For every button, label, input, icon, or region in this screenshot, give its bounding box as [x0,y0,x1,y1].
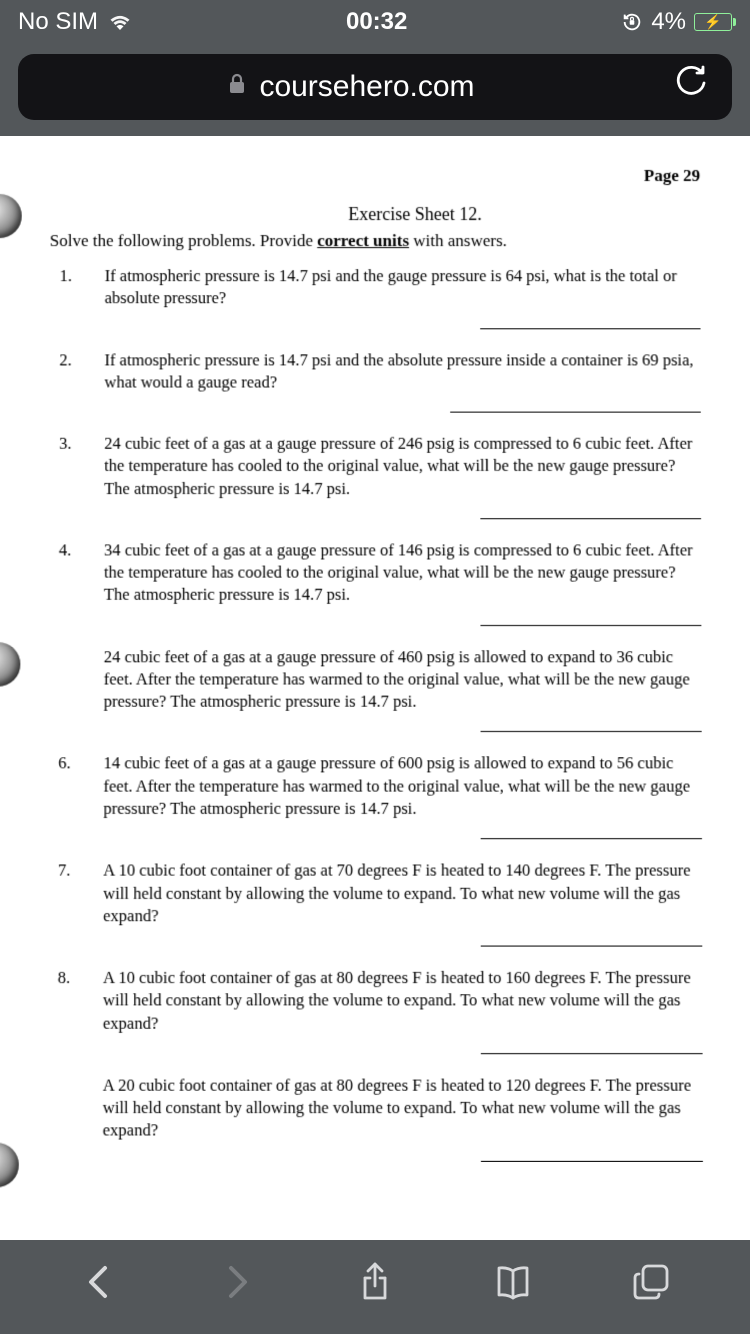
url-display[interactable]: coursehero.com [42,70,660,104]
bookmarks-button[interactable] [483,1263,543,1311]
binder-hole [0,642,20,686]
problem-text: 24 cubic feet of a gas at a gauge pressu… [104,646,712,741]
problem-text: 34 cubic feet of a gas at a gauge pressu… [104,539,712,634]
answer-blank [481,1161,703,1162]
problem-text: A 10 cubic foot container of gas at 80 d… [103,967,713,1062]
share-button[interactable] [345,1260,405,1314]
problem-item: 6. 14 cubic feet of a gas at a gauge pre… [58,753,712,848]
status-right: 4% ⚡ [621,8,732,36]
problem-number: 3. [59,433,104,527]
answer-blank [481,1053,703,1054]
problem-item: A 20 cubic foot container of gas at 80 d… [57,1074,713,1169]
problem-item: 3. 24 cubic feet of a gas at a gauge pre… [59,433,711,527]
problem-number [58,646,103,741]
problem-item: 1. If atmospheric pressure is 14.7 psi a… [59,265,710,337]
binder-hole [0,1143,19,1188]
binder-hole [0,194,22,238]
wifi-icon [108,13,132,31]
answer-blank [480,518,701,519]
status-left: No SIM [18,8,132,36]
page-content[interactable]: Page 29 Exercise Sheet 12. Solve the fol… [0,136,750,1240]
battery-percent: 4% [651,8,686,36]
problem-text: A 10 cubic foot container of gas at 70 d… [103,860,712,955]
orientation-lock-icon [621,11,643,33]
problem-number: 7. [58,860,104,955]
problem-item: 4. 34 cubic feet of a gas at a gauge pre… [59,539,712,634]
problem-text: A 20 cubic foot container of gas at 80 d… [103,1074,713,1169]
problem-text: 24 cubic feet of a gas at a gauge pressu… [104,433,711,527]
lock-icon [227,72,247,102]
problem-text: If atmospheric pressure is 14.7 psi and … [104,349,711,421]
problem-number: 8. [57,967,103,1062]
battery-icon: ⚡ [694,13,732,31]
document-page: Page 29 Exercise Sheet 12. Solve the fol… [0,136,750,1240]
tabs-button[interactable] [621,1262,681,1312]
document-instruction: Solve the following problems. Provide co… [50,231,711,251]
answer-blank [481,946,703,947]
back-button[interactable] [69,1260,129,1314]
clock-time: 00:32 [346,8,407,36]
problem-text: 14 cubic feet of a gas at a gauge pressu… [103,753,712,848]
problem-item: 8. A 10 cubic foot container of gas at 8… [57,967,712,1062]
problem-item: 7. A 10 cubic foot container of gas at 7… [58,860,713,955]
page-number: Page 29 [60,166,710,186]
document-title: Exercise Sheet 12. [60,204,711,225]
charging-bolt-icon: ⚡ [704,14,721,31]
answer-blank [481,731,702,732]
reload-button[interactable] [676,65,708,110]
answer-blank [480,625,701,626]
carrier-label: No SIM [18,8,98,36]
answer-blank [481,838,702,839]
answer-blank [450,412,701,413]
problem-text: If atmospheric pressure is 14.7 psi and … [105,265,711,337]
url-domain: coursehero.com [259,70,474,104]
problem-item: 2. If atmospheric pressure is 14.7 psi a… [59,349,711,421]
problem-number: 1. [59,265,104,337]
problem-item: 24 cubic feet of a gas at a gauge pressu… [58,646,711,741]
problem-number: 6. [58,753,104,848]
problem-number: 2. [59,349,104,421]
url-bar[interactable]: coursehero.com [18,54,732,120]
answer-blank [480,328,700,329]
problem-number: 4. [59,539,104,634]
status-bar: No SIM 00:32 4% ⚡ [0,0,750,44]
browser-toolbar [0,1240,750,1334]
forward-button[interactable] [207,1260,267,1314]
problem-number [57,1074,103,1169]
